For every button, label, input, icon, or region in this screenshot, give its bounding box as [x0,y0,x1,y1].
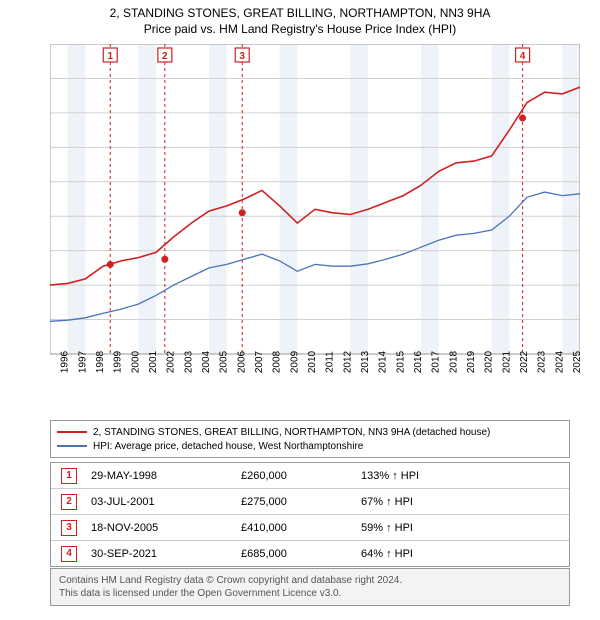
event-pct: 64% ↑ HPI [361,548,569,560]
svg-text:3: 3 [239,51,245,62]
event-number-box: 1 [61,468,77,484]
event-date: 03-JUL-2001 [91,496,241,508]
svg-text:2014: 2014 [378,350,389,373]
legend-item: HPI: Average price, detached house, West… [57,439,563,453]
event-row: 2 03-JUL-2001£275,00067% ↑ HPI [51,488,569,514]
svg-text:1995: 1995 [50,350,53,373]
svg-text:2000: 2000 [130,350,141,373]
svg-text:2015: 2015 [395,350,406,373]
svg-text:2001: 2001 [148,350,159,373]
price-chart: £0£100K£200K£300K£400K£500K£600K£700K£80… [50,44,580,384]
event-date: 30-SEP-2021 [91,548,241,560]
page: 2, STANDING STONES, GREAT BILLING, NORTH… [0,0,600,620]
event-pct: 59% ↑ HPI [361,522,569,534]
svg-text:1998: 1998 [95,350,106,373]
svg-text:2020: 2020 [484,350,495,373]
svg-text:2010: 2010 [307,350,318,373]
event-number-box: 4 [61,546,77,562]
legend-label: 2, STANDING STONES, GREAT BILLING, NORTH… [93,427,490,438]
title-line2: Price paid vs. HM Land Registry's House … [0,22,600,36]
svg-text:1996: 1996 [60,350,71,373]
svg-text:2021: 2021 [501,350,512,373]
svg-text:2007: 2007 [254,350,265,373]
svg-text:2003: 2003 [183,350,194,373]
event-row: 3 18-NOV-2005£410,00059% ↑ HPI [51,514,569,540]
event-pct: 67% ↑ HPI [361,496,569,508]
legend: 2, STANDING STONES, GREAT BILLING, NORTH… [50,420,570,458]
footer-line-2: This data is licensed under the Open Gov… [59,587,561,600]
event-price: £410,000 [241,522,361,534]
svg-text:2017: 2017 [431,350,442,373]
legend-swatch [57,445,87,447]
svg-text:2011: 2011 [325,351,336,373]
svg-text:2009: 2009 [289,350,300,373]
event-number-box: 2 [61,494,77,510]
svg-text:2006: 2006 [236,350,247,373]
svg-text:2008: 2008 [272,350,283,373]
svg-text:2012: 2012 [342,350,353,373]
event-date: 29-MAY-1998 [91,470,241,482]
svg-text:1999: 1999 [113,350,124,373]
legend-label: HPI: Average price, detached house, West… [93,441,363,452]
event-row: 1 29-MAY-1998£260,000133% ↑ HPI [51,463,569,488]
svg-text:2013: 2013 [360,350,371,373]
event-price: £685,000 [241,548,361,560]
chart-titles: 2, STANDING STONES, GREAT BILLING, NORTH… [0,0,600,36]
svg-text:1997: 1997 [77,350,88,373]
event-row: 4 30-SEP-2021£685,00064% ↑ HPI [51,540,569,566]
svg-text:2005: 2005 [219,350,230,373]
event-date: 18-NOV-2005 [91,522,241,534]
svg-text:2004: 2004 [201,350,212,373]
svg-text:1: 1 [107,51,113,62]
footer: Contains HM Land Registry data © Crown c… [50,568,570,606]
svg-text:2019: 2019 [466,350,477,373]
svg-text:2: 2 [162,51,168,62]
event-number-box: 3 [61,520,77,536]
svg-text:2018: 2018 [448,350,459,373]
legend-item: 2, STANDING STONES, GREAT BILLING, NORTH… [57,425,563,439]
events-table: 1 29-MAY-1998£260,000133% ↑ HPI 2 03-JUL-20… [50,462,570,567]
footer-line-1: Contains HM Land Registry data © Crown c… [59,574,561,587]
svg-text:2025: 2025 [572,350,580,373]
svg-text:2002: 2002 [166,350,177,373]
svg-text:2024: 2024 [554,350,565,373]
event-price: £260,000 [241,470,361,482]
legend-swatch [57,431,87,433]
svg-text:2016: 2016 [413,350,424,373]
svg-text:2022: 2022 [519,350,530,373]
svg-text:4: 4 [520,51,526,62]
svg-text:2023: 2023 [537,350,548,373]
event-price: £275,000 [241,496,361,508]
title-line1: 2, STANDING STONES, GREAT BILLING, NORTH… [0,6,600,20]
event-pct: 133% ↑ HPI [361,470,569,482]
